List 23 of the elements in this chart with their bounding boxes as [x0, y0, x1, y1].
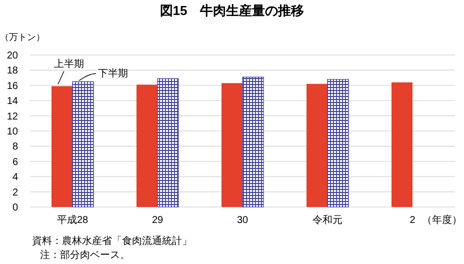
- y-tick-label: 4: [12, 172, 18, 184]
- y-tick-label: 6: [12, 156, 18, 168]
- y-tick-label: 0: [12, 202, 18, 214]
- y-tick-label: 14: [6, 96, 18, 108]
- y-axis-title: （万トン）: [0, 32, 45, 42]
- x-tick-label: 令和元: [312, 214, 342, 226]
- series-label: 下半期: [98, 68, 128, 80]
- chart-title: 図15 牛肉生産量の推移: [160, 3, 304, 18]
- text: 注：部分肉ベース。: [40, 249, 130, 261]
- y-tick-label: 10: [6, 126, 18, 138]
- text: 資料：農林水産省「食肉流通統計」: [32, 235, 192, 247]
- y-tick-label: 2: [12, 187, 18, 198]
- x-tick-label: 2: [410, 215, 416, 226]
- x-tick-label: 平成28: [56, 214, 88, 226]
- y-tick-label: 12: [6, 111, 18, 122]
- series-label: 上半期: [54, 58, 84, 70]
- y-tick-label: 16: [6, 80, 18, 92]
- x-tick-label: 30: [236, 215, 248, 226]
- y-tick-label: 18: [6, 66, 18, 77]
- x-tick-label: 29: [152, 215, 164, 226]
- y-tick-label: 20: [6, 50, 18, 62]
- x-axis-title: （年度）: [422, 214, 462, 226]
- y-tick-label: 8: [12, 142, 18, 153]
